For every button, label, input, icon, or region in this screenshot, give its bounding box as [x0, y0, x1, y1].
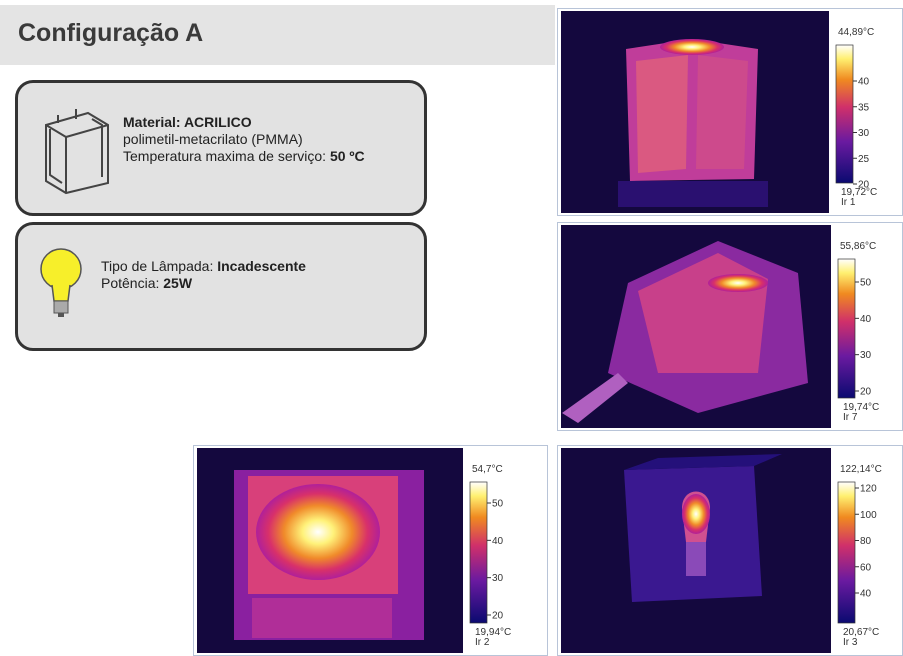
scale-tick-label: 50	[860, 278, 872, 289]
type-label: Tipo de Lâmpada:	[101, 258, 214, 274]
temperature-label: Temperatura maxima de serviço:	[123, 148, 327, 164]
image-label: Ir 2	[475, 637, 490, 648]
power-label: Potência:	[101, 275, 160, 291]
image-label: Ir 3	[843, 637, 858, 648]
bulb-base	[686, 542, 706, 576]
material-card: Material: ACRILICO polimetil-metacrilato…	[15, 80, 427, 216]
scale-tick-label: 20	[858, 180, 870, 191]
material: Material: ACRILICO	[123, 114, 252, 130]
scale-tick-label: 40	[860, 314, 872, 325]
power-value: 25W	[163, 275, 193, 291]
acrylic-box-icon	[45, 109, 109, 195]
box-face	[624, 454, 782, 470]
scale-max: 54,7°C	[472, 464, 503, 475]
scale-tick-label: 40	[858, 77, 870, 88]
box-base	[618, 181, 768, 207]
scale-tick-label: 60	[860, 562, 872, 573]
type-value: Incadescente	[217, 258, 306, 274]
scale-min: 19,74°C	[843, 402, 879, 413]
scale-max: 122,14°C	[840, 464, 882, 475]
hot-spot	[660, 39, 724, 55]
scale-bar	[837, 481, 856, 624]
scale-tick-label: 30	[860, 350, 872, 361]
scale-tick-label: 50	[492, 499, 504, 510]
lamp-card: Tipo de Lâmpada: Incadescente Potência: …	[15, 222, 427, 351]
image-label: Ir 1	[841, 197, 856, 208]
page-title: Configuração A	[18, 19, 204, 47]
description: polimetil-metacrilato (PMMA)	[123, 131, 303, 147]
thermal-svg: 54,7°C 50 40 30 20 19,94°CIr 2	[197, 448, 511, 653]
thermal-panel: 55,86°C 50 40 30 20 19,74°C Ir 7	[557, 222, 903, 431]
title-bar	[0, 5, 555, 65]
box-face	[696, 55, 748, 169]
box-face	[636, 55, 688, 173]
scale-bar	[837, 258, 856, 399]
scale-tick-label: 25	[858, 154, 870, 165]
scale-min: 19,94°C	[475, 627, 511, 638]
scale-min: 20,67°C	[843, 627, 879, 638]
hot-spot	[682, 494, 710, 534]
scale-tick-label: 20	[492, 611, 504, 622]
scale-tick-label: 80	[860, 536, 872, 547]
scale-min: 19,72°C	[841, 187, 877, 198]
scale-tick-label: 30	[858, 128, 870, 139]
scale-bar	[835, 44, 854, 184]
scale-max: 44,89°C	[838, 27, 874, 38]
image-label: Ir 7	[843, 412, 858, 423]
scale-tick-label: 100	[860, 510, 877, 521]
thermal-panel: 122,14°C 120 100 80 60 40 20,67°C Ir 3	[557, 445, 903, 656]
scale-bar	[469, 481, 488, 624]
bulb-icon	[40, 248, 82, 317]
box-face	[252, 598, 392, 638]
scale-tick-label: 35	[858, 102, 870, 113]
temperature-value: 50 ºC	[329, 148, 365, 164]
thermal-svg: 122,14°C 120 100 80 60 40 20,67°CIr 3	[561, 448, 882, 653]
hot-spot	[708, 274, 768, 292]
scale-tick-label: 40	[860, 589, 872, 600]
scale-tick-label: 30	[492, 573, 504, 584]
hot-spot	[256, 484, 380, 580]
scale-tick-label: 40	[492, 536, 504, 547]
box-face	[562, 373, 628, 423]
scale-tick-label: 20	[860, 387, 872, 398]
thermal-panel: 54,7°C 50 40 30 20 19,94°C Ir 2	[193, 445, 548, 656]
thermal-svg: 55,86°C 50 40 30 20 19,74°CIr 7	[561, 225, 879, 428]
scale-tick-label: 120	[860, 484, 877, 495]
thermal-panel: 44,89°C 40 35 30 25 20 19,72°C Ir 1	[557, 8, 903, 216]
scale-max: 55,86°C	[840, 241, 876, 252]
